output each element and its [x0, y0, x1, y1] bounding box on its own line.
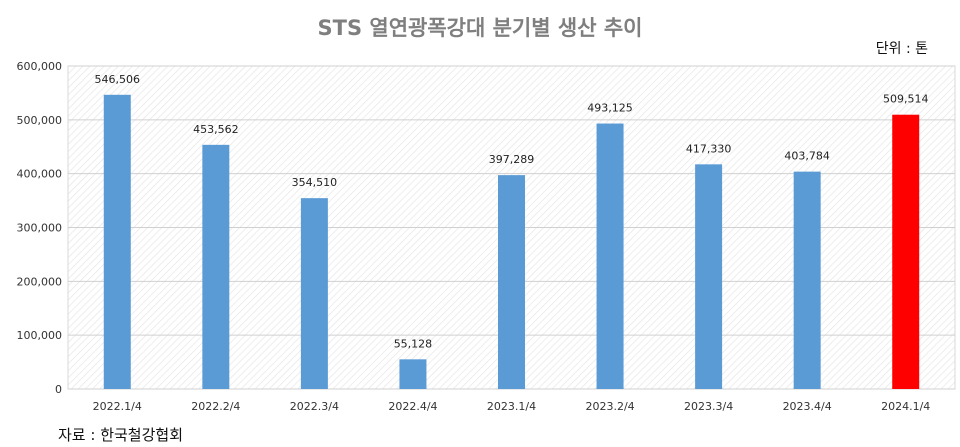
- bar-2022.3/4: [300, 198, 328, 389]
- bar-2022.2/4: [202, 144, 230, 389]
- data-label: 453,562: [193, 123, 239, 136]
- data-label: 354,510: [292, 176, 338, 189]
- source-label: 자료 : 한국철강협회: [58, 426, 183, 444]
- y-tick-label: 100,000: [17, 329, 63, 342]
- data-label: 55,128: [394, 337, 433, 350]
- x-tick-label: 2023.2/4: [585, 400, 634, 413]
- y-tick-label: 600,000: [17, 60, 63, 73]
- data-label: 417,330: [686, 142, 732, 155]
- y-tick-label: 400,000: [17, 168, 63, 181]
- x-tick-label: 2023.3/4: [684, 400, 733, 413]
- y-tick-label: 200,000: [17, 275, 63, 288]
- bar-2023.4/4: [793, 171, 821, 389]
- chart-title: STS 열연광폭강대 분기별 생산 추이: [317, 16, 643, 40]
- x-tick-label: 2023.4/4: [783, 400, 832, 413]
- data-label: 493,125: [587, 102, 633, 115]
- unit-label: 단위 : 톤: [875, 41, 928, 57]
- x-tick-label: 2024.1/4: [881, 400, 930, 413]
- y-tick-label: 500,000: [17, 114, 63, 127]
- data-label: 403,784: [784, 150, 830, 163]
- data-label: 509,514: [883, 93, 929, 106]
- bar-2023.2/4: [596, 123, 624, 390]
- x-tick-label: 2022.3/4: [290, 400, 339, 413]
- x-tick-label: 2022.2/4: [191, 400, 240, 413]
- bar-2023.1/4: [498, 175, 525, 389]
- y-tick-label: 300,000: [17, 222, 63, 235]
- bar-2023.3/4: [695, 164, 723, 389]
- bar-2024.1/4: [892, 114, 920, 389]
- x-tick-label: 2023.1/4: [487, 400, 536, 413]
- bar-2022.4/4: [399, 359, 427, 389]
- x-tick-label: 2022.1/4: [93, 400, 142, 413]
- data-label: 546,506: [95, 73, 141, 86]
- x-tick-label: 2022.4/4: [388, 400, 437, 413]
- bar-2022.1/4: [103, 94, 131, 389]
- data-label: 397,289: [489, 153, 535, 166]
- y-tick-label: 0: [55, 383, 62, 396]
